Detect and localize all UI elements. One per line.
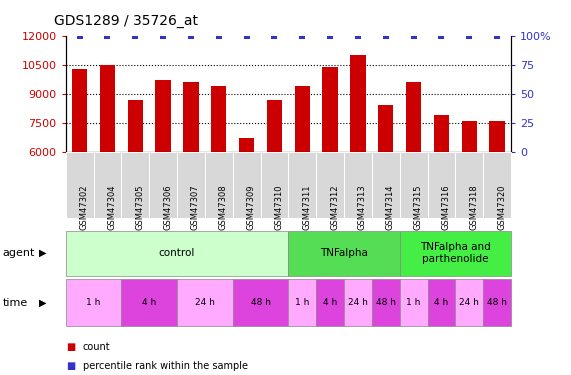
Text: GSM47308: GSM47308: [219, 185, 228, 230]
Text: GSM47307: GSM47307: [191, 185, 200, 230]
Bar: [461, 121, 477, 152]
Text: 4 h: 4 h: [323, 298, 337, 307]
Text: GSM47320: GSM47320: [497, 185, 506, 230]
Text: ■: ■: [66, 361, 75, 370]
Text: ■: ■: [66, 342, 75, 352]
Bar: [211, 86, 227, 152]
Text: GSM47304: GSM47304: [107, 185, 116, 230]
Text: GSM47312: GSM47312: [330, 185, 339, 230]
Bar: [127, 100, 143, 152]
Text: GSM47302: GSM47302: [79, 185, 89, 230]
Bar: [155, 80, 171, 152]
Bar: [72, 69, 87, 152]
Text: 24 h: 24 h: [195, 298, 215, 307]
Text: GSM47315: GSM47315: [413, 185, 423, 230]
Text: GSM47311: GSM47311: [302, 185, 311, 230]
Bar: [183, 82, 199, 152]
Text: 24 h: 24 h: [348, 298, 368, 307]
Bar: [100, 64, 115, 152]
Text: GSM47306: GSM47306: [163, 185, 172, 230]
Text: ▶: ▶: [39, 248, 47, 258]
Text: 1 h: 1 h: [295, 298, 309, 307]
Text: agent: agent: [3, 248, 35, 258]
Text: 1 h: 1 h: [86, 298, 100, 307]
Text: count: count: [83, 342, 110, 352]
Text: 24 h: 24 h: [459, 298, 479, 307]
Bar: [323, 67, 338, 152]
Bar: [406, 82, 421, 152]
Bar: [434, 115, 449, 152]
Text: GSM47314: GSM47314: [386, 185, 395, 230]
Bar: [295, 86, 310, 152]
Text: 48 h: 48 h: [487, 298, 507, 307]
Bar: [267, 100, 282, 152]
Text: time: time: [3, 298, 28, 308]
Text: 4 h: 4 h: [142, 298, 156, 307]
Text: 1 h: 1 h: [407, 298, 421, 307]
Text: 4 h: 4 h: [435, 298, 449, 307]
Bar: [378, 105, 393, 152]
Text: GSM47316: GSM47316: [441, 185, 451, 230]
Text: GSM47310: GSM47310: [275, 185, 283, 230]
Text: 48 h: 48 h: [376, 298, 396, 307]
Text: control: control: [159, 248, 195, 258]
Text: TNFalpha and
parthenolide: TNFalpha and parthenolide: [420, 242, 490, 264]
Text: GSM47313: GSM47313: [358, 185, 367, 230]
Bar: [350, 55, 365, 152]
Text: TNFalpha: TNFalpha: [320, 248, 368, 258]
Bar: [489, 121, 505, 152]
Text: percentile rank within the sample: percentile rank within the sample: [83, 361, 248, 370]
Text: GSM47318: GSM47318: [469, 185, 478, 230]
Text: 48 h: 48 h: [251, 298, 271, 307]
Text: ▶: ▶: [39, 298, 47, 308]
Text: GDS1289 / 35726_at: GDS1289 / 35726_at: [54, 14, 198, 28]
Text: GSM47309: GSM47309: [247, 185, 256, 230]
Bar: [239, 138, 254, 152]
Text: GSM47305: GSM47305: [135, 185, 144, 230]
